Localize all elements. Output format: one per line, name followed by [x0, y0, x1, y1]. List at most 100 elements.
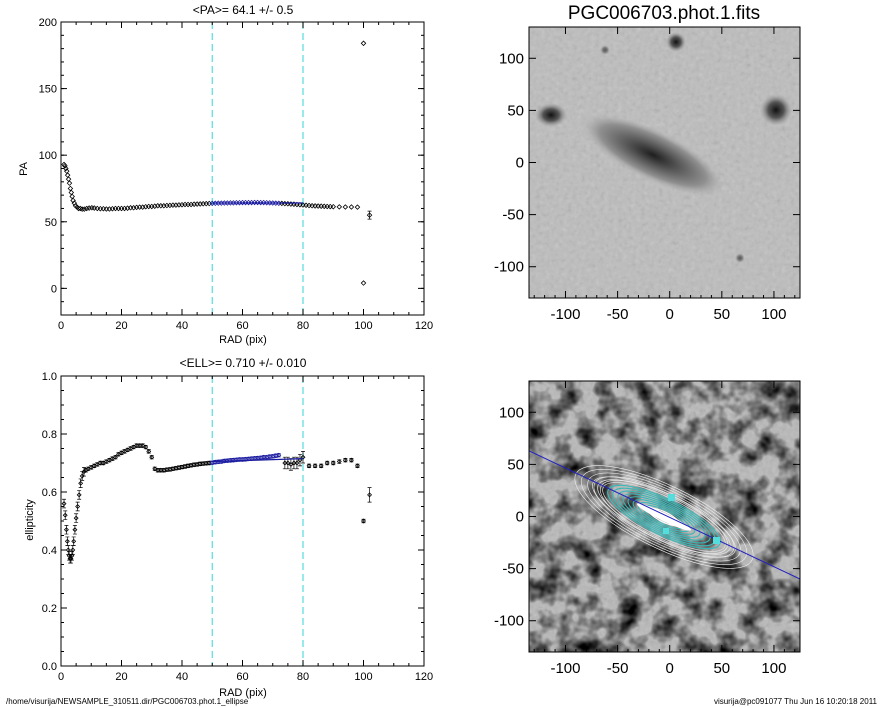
x-tick-label: 50 [713, 306, 730, 323]
y-tick-label: 1.0 [42, 371, 57, 383]
data-point [348, 204, 355, 210]
data-point [327, 203, 333, 210]
data-point [176, 202, 182, 208]
pa-plot-frame [60, 21, 425, 316]
data-point [164, 202, 170, 209]
data-point [297, 453, 303, 467]
y-tick-label: 200 [39, 17, 57, 29]
data-point [367, 487, 373, 503]
data-point [312, 463, 318, 469]
data-point [179, 201, 185, 208]
image-title: PGC006703.phot.1.fits [568, 3, 760, 24]
x-tick-label: 0 [58, 671, 64, 683]
data-point [139, 204, 146, 210]
data-point [161, 203, 167, 209]
data-point [203, 200, 209, 207]
data-point [127, 205, 134, 211]
data-point [309, 203, 315, 209]
isophote-contour-panel: -100 -50 0 50 100 -100 -50 0 50 100 [494, 380, 801, 677]
x-tick-label: 100 [354, 320, 372, 332]
x-tick-label: 0 [58, 320, 64, 332]
data-point [89, 205, 95, 211]
data-point [109, 205, 116, 212]
contour-y-ticks: -100 -50 0 50 100 [494, 404, 800, 630]
data-point [73, 513, 79, 523]
data-point [173, 202, 179, 208]
pa-y-axis-label: PA [18, 161, 30, 176]
data-point [143, 444, 149, 450]
x-tick-label: 20 [115, 320, 127, 332]
data-point [303, 202, 309, 209]
ellipticity-x-ticks: 0 20 40 60 80 100 120 [58, 376, 433, 683]
y-tick-label: 50 [45, 217, 57, 229]
isophote-ellipse [627, 496, 701, 538]
x-tick-label: 20 [115, 671, 127, 683]
y-tick-label: 100 [39, 150, 57, 162]
y-tick-label: -50 [502, 561, 524, 578]
data-point [69, 193, 75, 200]
data-point [136, 204, 143, 210]
x-tick-label: 100 [761, 306, 786, 323]
data-point [64, 536, 70, 546]
isophote-ellipse [622, 493, 706, 541]
data-point [315, 203, 321, 209]
data-point [70, 545, 76, 555]
data-point [167, 202, 173, 209]
data-point [61, 498, 67, 509]
data-point [366, 210, 373, 220]
y-tick-label: -100 [494, 259, 524, 276]
galaxy-image [529, 27, 800, 298]
data-point [197, 201, 203, 207]
x-tick-label: 60 [236, 320, 248, 332]
data-point [194, 201, 200, 207]
data-point [145, 203, 152, 210]
x-tick-label: -100 [550, 660, 580, 677]
data-point [306, 463, 312, 469]
data-point [321, 203, 327, 210]
data-point [285, 201, 291, 207]
ellipticity-y-ticks: 0.0 0.2 0.4 0.6 0.8 1.0 [42, 371, 424, 673]
data-point [106, 206, 113, 212]
ellipticity-fit-segment [212, 458, 304, 463]
data-point [185, 201, 191, 208]
data-point [200, 201, 206, 207]
data-point [191, 201, 197, 207]
y-tick-label: 0.0 [42, 661, 57, 673]
data-point [276, 452, 282, 458]
data-point [97, 205, 104, 212]
data-point [70, 197, 76, 204]
data-point [188, 201, 194, 208]
data-point [91, 205, 98, 211]
data-point [354, 463, 360, 469]
ellipticity-plot-frame [60, 375, 425, 667]
data-point [63, 525, 69, 535]
x-tick-label: 40 [176, 320, 188, 332]
outer-isophote-ellipse [587, 472, 741, 562]
data-point [324, 460, 330, 466]
data-point [318, 203, 324, 209]
data-point [149, 454, 155, 460]
pa-y-ticks: 0 50 100 150 200 [39, 17, 424, 316]
data-point [62, 163, 68, 169]
y-tick-label: -100 [494, 613, 524, 630]
isophote-ellipse [617, 490, 711, 544]
data-point [62, 510, 68, 520]
data-point [112, 454, 118, 460]
y-tick-label: 0.8 [42, 429, 57, 441]
data-point [71, 536, 77, 546]
y-tick-label: 150 [39, 84, 57, 96]
data-point [336, 204, 343, 210]
x-tick-label: -50 [607, 306, 629, 323]
masked-image-with-contours [529, 381, 800, 652]
image-x-ticks: -100 -50 0 50 100 [533, 27, 796, 323]
data-point [83, 205, 90, 212]
data-point [103, 206, 110, 212]
x-tick-label: 120 [415, 671, 433, 683]
data-point [361, 518, 366, 524]
x-tick-label: 40 [176, 671, 188, 683]
ellipticity-y-axis-label: ellipticity [24, 499, 36, 541]
pa-mean-title: <PA>= 64.1 +/- 0.5 [193, 3, 294, 17]
major-axis-line [529, 450, 800, 580]
file-path-footer: /home/visurija/NEWSAMPLE_310511.dir/PGC0… [6, 697, 249, 706]
data-point [66, 180, 73, 186]
